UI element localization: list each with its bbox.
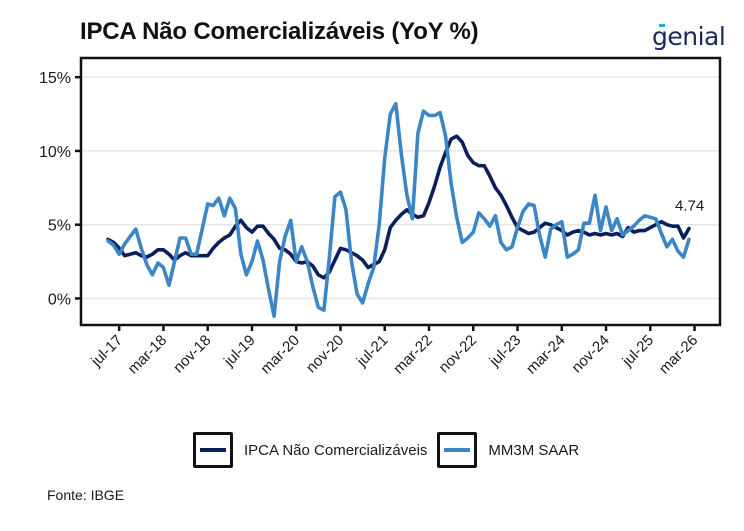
x-tick-label: jul-21 xyxy=(353,332,392,371)
legend-item-mm3m: MM3M SAAR xyxy=(437,432,579,468)
legend-swatch-mm3m xyxy=(444,448,471,452)
legend-key-mm3m xyxy=(437,432,478,468)
x-tick-label: jul-23 xyxy=(486,332,525,371)
legend-label-mm3m: MM3M SAAR xyxy=(488,441,580,459)
x-tick-label: mar-18 xyxy=(125,332,171,378)
legend: IPCA Não Comercializáveis MM3M SAAR xyxy=(193,432,589,468)
brand-logo: genial xyxy=(652,22,726,51)
x-tick-label: jul-19 xyxy=(220,332,259,371)
y-tick-label: 15% xyxy=(39,70,71,87)
x-tick-label: jul-25 xyxy=(618,332,657,371)
y-tick-label: 10% xyxy=(39,144,71,161)
brand-accent-mark xyxy=(659,24,665,27)
source-note: Fonte: IBGE xyxy=(47,487,125,503)
x-tick-label: nov-24 xyxy=(568,332,612,376)
grid-lines xyxy=(81,76,720,300)
x-tick-label: mar-26 xyxy=(656,332,702,378)
series-lines xyxy=(106,101,691,318)
chart-title: IPCA Não Comercializáveis (YoY %) xyxy=(80,18,479,45)
last-value-label: 4.74 xyxy=(675,198,704,215)
y-axis: 0% 5% 10% 15% xyxy=(39,70,81,308)
y-tick-label: 0% xyxy=(48,291,71,308)
x-tick-label: mar-24 xyxy=(523,332,569,378)
plot-frame xyxy=(79,56,722,327)
legend-item-ipca: IPCA Não Comercializáveis xyxy=(193,432,427,468)
y-tick-label: 5% xyxy=(48,218,71,235)
series-line-ipca xyxy=(106,134,691,280)
x-tick-label: nov-20 xyxy=(303,332,347,376)
x-tick-label: nov-22 xyxy=(436,332,480,376)
series-line-mm3m xyxy=(106,101,691,318)
legend-label-ipca: IPCA Não Comercializáveis xyxy=(244,441,428,459)
legend-swatch-ipca xyxy=(200,448,226,452)
x-tick-label: nov-18 xyxy=(170,332,214,376)
legend-key-ipca xyxy=(193,432,233,468)
x-tick-label: mar-22 xyxy=(390,332,436,378)
x-tick-label: jul-17 xyxy=(87,332,126,371)
x-tick-label: mar-20 xyxy=(257,332,303,378)
